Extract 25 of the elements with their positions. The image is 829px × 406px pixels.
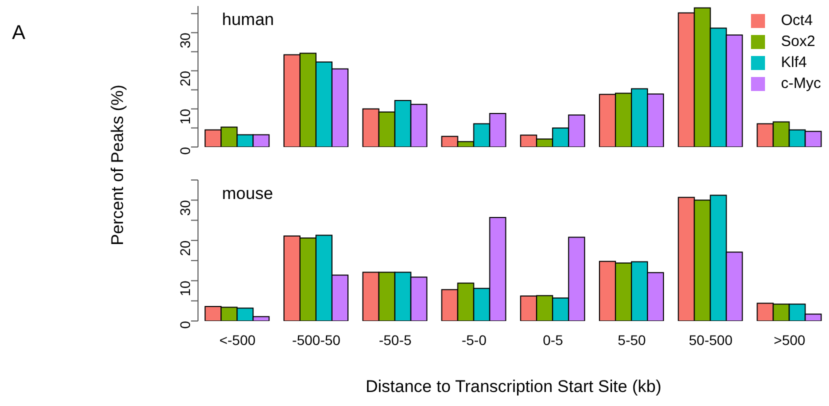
y-tick-label: 0 — [176, 320, 193, 329]
y-tick-label: 30 — [176, 32, 193, 48]
y-tick-label: 0 — [176, 146, 193, 155]
x-tick-label: <-500 — [219, 332, 256, 348]
x-tick-label: 50-500 — [688, 332, 733, 348]
x-tick-label: -500-50 — [292, 332, 341, 348]
y-tick-label: 10 — [176, 108, 193, 124]
x-axis-title: Distance to Transcription Start Site (kb) — [366, 377, 662, 396]
x-tick-label: 0-5 — [542, 332, 564, 348]
text: A — [12, 22, 26, 45]
legend-label: c-Myc — [781, 75, 821, 92]
legend-label: Klf4 — [781, 54, 807, 71]
chart-title: human — [222, 10, 274, 30]
x-tick-label: >500 — [774, 332, 806, 348]
y-tick-label: 20 — [176, 240, 193, 256]
y-tick-label: 30 — [176, 200, 193, 216]
x-tick-label: -50-5 — [378, 332, 412, 348]
legend-label: Sox2 — [781, 33, 816, 50]
x-tick-label: -5-0 — [462, 332, 487, 348]
y-tick-label: 20 — [176, 70, 193, 86]
x-tick-label: 5-50 — [618, 332, 646, 348]
legend-label: Oct4 — [781, 12, 813, 29]
y-axis-title: Percent of Peaks (%) — [108, 84, 128, 246]
chart-title: mouse — [222, 184, 274, 204]
y-tick-label: 10 — [176, 280, 193, 296]
